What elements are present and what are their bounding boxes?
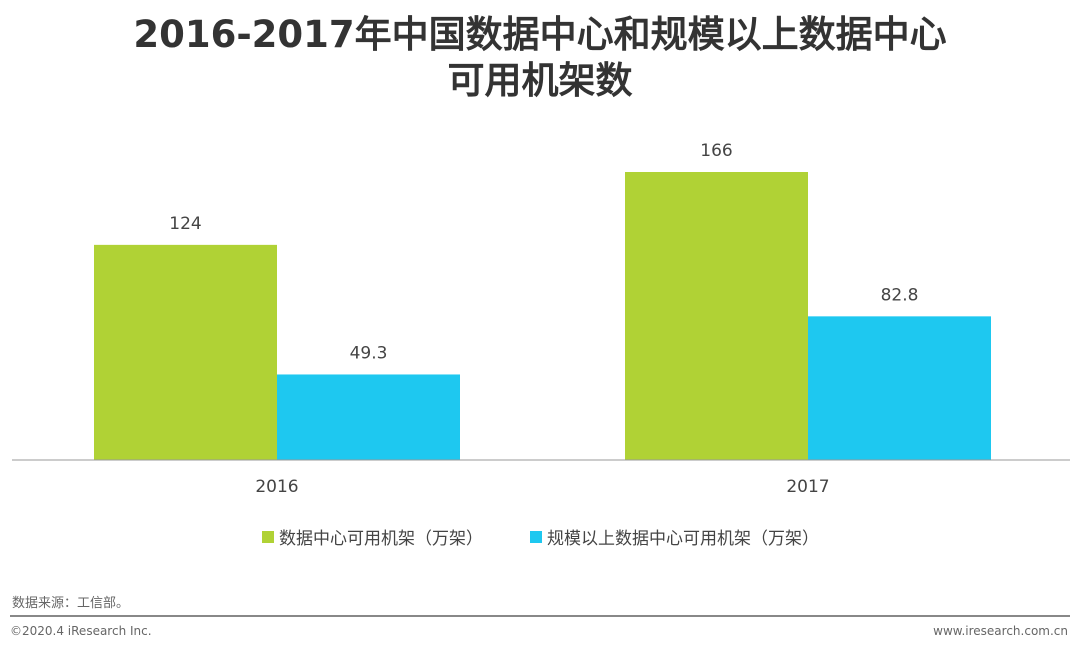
chart-title: 2016-2017年中国数据中心和规模以上数据中心 可用机架数 — [0, 12, 1080, 104]
legend-label: 数据中心可用机架（万架） — [279, 529, 483, 549]
legend-label: 规模以上数据中心可用机架（万架） — [547, 529, 819, 549]
legend-swatch — [262, 530, 274, 543]
data-label: 82.8 — [881, 285, 919, 305]
bar-2016-series-1 — [277, 374, 460, 460]
bar-2016-series-0 — [94, 244, 277, 460]
footer-divider — [10, 615, 1070, 617]
website-url: www.iresearch.com.cn — [933, 624, 1068, 638]
data-label: 49.3 — [350, 343, 388, 363]
legend-swatch — [530, 530, 542, 543]
x-tick-label: 2016 — [255, 477, 298, 497]
x-tick-label: 2017 — [786, 477, 829, 497]
title-line-2: 可用机架数 — [447, 59, 633, 102]
legend-item-1: 规模以上数据中心可用机架（万架） — [530, 524, 819, 549]
data-label: 124 — [169, 214, 201, 234]
copyright: ©2020.4 iResearch Inc. — [10, 624, 152, 638]
bar-2017-series-1 — [808, 316, 991, 460]
data-label: 166 — [700, 141, 732, 161]
title-line-1: 2016-2017年中国数据中心和规模以上数据中心 — [133, 13, 947, 56]
legend-item-0: 数据中心可用机架（万架） — [262, 524, 483, 549]
bar-2017-series-0 — [625, 172, 808, 460]
data-source: 数据来源：工信部。 — [12, 596, 130, 611]
